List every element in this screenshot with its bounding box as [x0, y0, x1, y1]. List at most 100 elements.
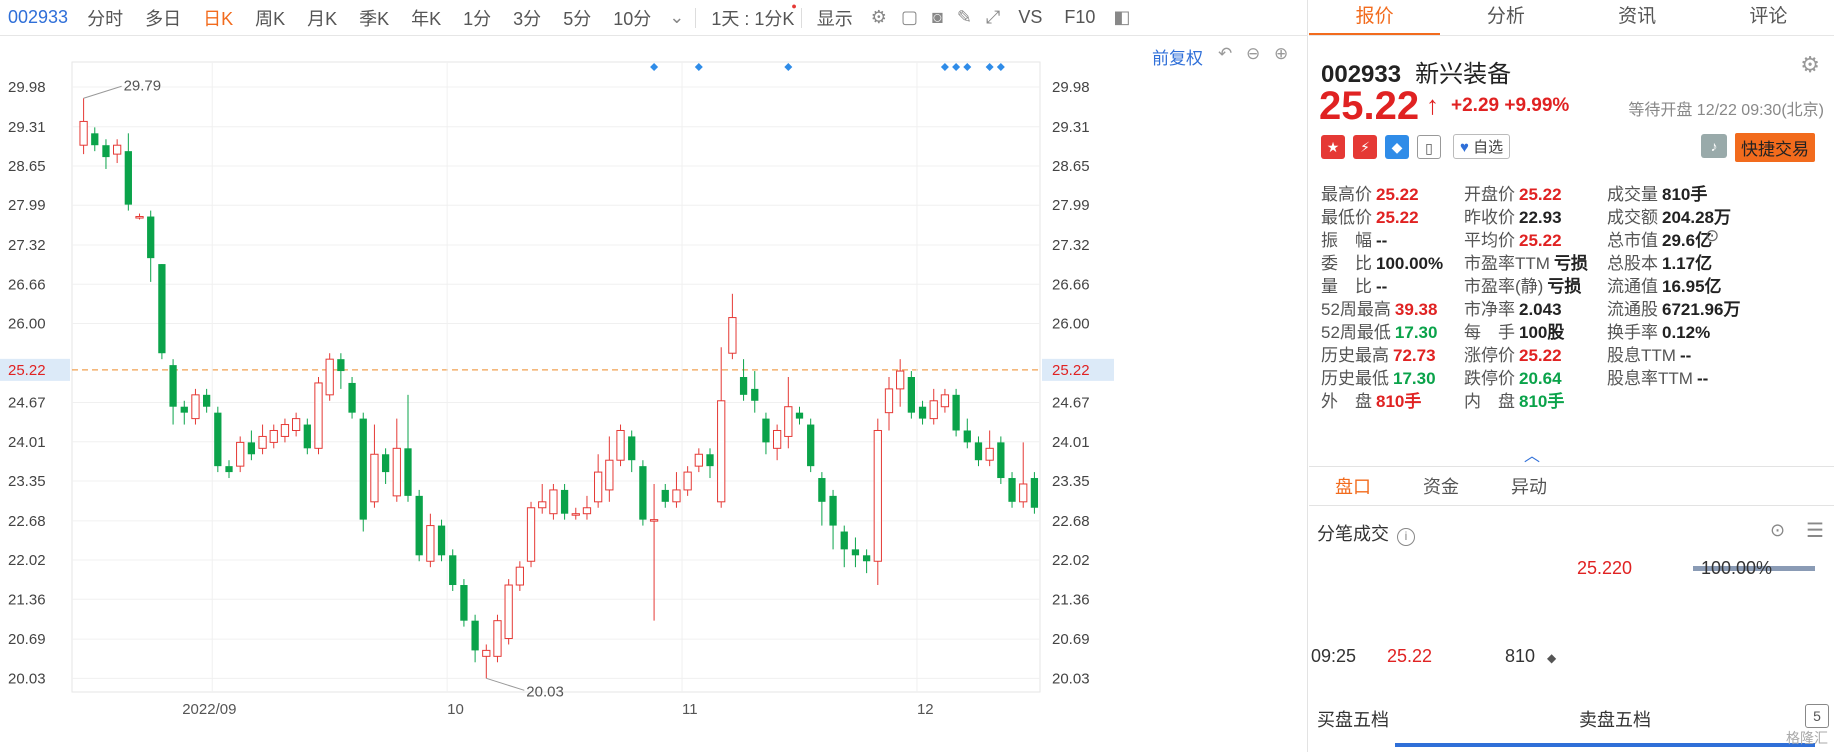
stat-label: 涨停价: [1464, 346, 1515, 365]
china-flag-icon[interactable]: ★: [1321, 134, 1345, 159]
candle-body: [751, 388, 759, 401]
stat-item: 市盈率TTM 亏损: [1464, 249, 1588, 274]
candle-body: [549, 489, 558, 515]
stat-value: --: [1696, 369, 1709, 388]
candle-body: [449, 555, 457, 586]
candle-body: [359, 418, 367, 520]
stat-value: --: [1679, 346, 1692, 365]
candle-body: [404, 448, 412, 496]
info-icon[interactable]: i: [1397, 528, 1415, 546]
candle-body: [180, 406, 188, 413]
stat-value: 72.73: [1393, 346, 1436, 365]
stock-name: 新兴装备: [1415, 61, 1512, 88]
stat-item: 股息率TTM --: [1607, 364, 1708, 389]
subtab-2[interactable]: 异动: [1511, 477, 1547, 497]
tab-2[interactable]: 资讯: [1618, 6, 1657, 27]
period-tab-2[interactable]: 日K: [203, 8, 234, 29]
stat-item: 每 手 100股: [1464, 318, 1564, 343]
period-tab-5[interactable]: 季K: [359, 8, 390, 29]
period-tab-8[interactable]: 3分: [513, 8, 542, 29]
pencil-icon[interactable]: ✎: [956, 7, 972, 27]
zoom-out-icon[interactable]: ⊖: [1246, 44, 1261, 63]
candle-body: [102, 145, 110, 158]
period-tab-9[interactable]: 5分: [563, 8, 592, 29]
f10-button[interactable]: F10: [1064, 7, 1096, 27]
candle-body: [974, 442, 983, 461]
period-tab-4[interactable]: 月K: [307, 8, 338, 29]
interval-selector[interactable]: 1天 : 1分K: [711, 8, 795, 29]
tag-icon[interactable]: ◆: [1385, 134, 1409, 159]
period-tab-10[interactable]: 10分: [613, 8, 652, 29]
y-tick-label-left: 27.99: [8, 197, 46, 214]
candle-body: [124, 151, 132, 205]
stat-item: 昨收价 22.93: [1464, 203, 1562, 228]
last-price: 25.22: [1319, 84, 1420, 128]
y-tick-label-right: 27.99: [1052, 197, 1090, 214]
candle-body: [840, 531, 848, 550]
camera-icon[interactable]: ◙: [931, 7, 943, 27]
candlestick-chart[interactable]: 29.98 29.98 29.31 29.31 28.65 28.65 27.99 27.99…: [0, 36, 1307, 752]
stock-title: 002933 新兴装备: [1321, 54, 1511, 89]
gear-icon[interactable]: ⚙: [870, 7, 887, 27]
candle-body: [269, 429, 278, 443]
candle-body: [884, 388, 894, 414]
list-icon[interactable]: ☰: [1806, 520, 1824, 542]
add-favorite-button[interactable]: ♥ 自选: [1453, 134, 1511, 159]
tab-1[interactable]: 分析: [1486, 6, 1525, 27]
subtab-0[interactable]: 盘口: [1335, 477, 1371, 497]
display-menu[interactable]: 显示: [816, 8, 853, 29]
stat-label: 开盘价: [1464, 185, 1515, 204]
event-marker-icon: [996, 63, 1005, 71]
more-icon[interactable]: ⊙: [1705, 226, 1720, 245]
square-icon[interactable]: ▢: [900, 7, 918, 27]
quick-trade-button[interactable]: 快捷交易: [1735, 133, 1815, 162]
period-tab-1[interactable]: 多日: [145, 8, 182, 29]
stock-code-label[interactable]: 002933: [8, 7, 69, 27]
y-tick-label-left: 22.68: [8, 513, 46, 530]
stat-item: 成交量 810手: [1607, 180, 1707, 205]
stat-label: 总市值: [1607, 231, 1658, 250]
chevron-down-icon[interactable]: ⌄: [669, 7, 685, 27]
more-icon[interactable]: ⊙: [1770, 520, 1786, 540]
stat-label: 昨收价: [1464, 208, 1515, 227]
zoom-in-icon[interactable]: ⊕: [1274, 44, 1289, 63]
adjust-mode-button[interactable]: 前复权: [1152, 49, 1203, 68]
stat-label: 最低价: [1321, 208, 1372, 227]
tab-0[interactable]: 报价: [1309, 0, 1441, 35]
undo-icon[interactable]: ↶: [1218, 44, 1233, 63]
stat-item: 流通值 16.95亿: [1607, 272, 1722, 297]
period-tab-6[interactable]: 年K: [411, 8, 442, 29]
stat-label: 成交额: [1607, 208, 1658, 227]
candle-body: [493, 620, 502, 657]
candle-body: [728, 317, 737, 354]
y-tick-label-left: 26.00: [8, 316, 46, 333]
period-tab-7[interactable]: 1分: [463, 8, 492, 29]
y-tick-label-left: 23.35: [8, 473, 46, 490]
event-marker-icon: [694, 63, 703, 71]
vs-button[interactable]: VS: [1018, 7, 1043, 27]
sidebar-icon[interactable]: ◧: [1113, 7, 1131, 27]
book-bar: [1395, 743, 1815, 747]
run-icon[interactable]: ⚡: [1353, 134, 1377, 159]
candle-body: [560, 489, 569, 514]
plot-frame: [71, 61, 1041, 693]
candle-body: [348, 382, 356, 413]
candle-body: [1019, 483, 1028, 503]
candle-body: [616, 429, 625, 461]
price-band-right: [1042, 358, 1114, 381]
stat-value: 25.22: [1376, 185, 1419, 204]
subtab-1[interactable]: 资金: [1423, 477, 1459, 497]
bell-icon[interactable]: ♪: [1701, 134, 1727, 158]
y-tick-label-right: 26.00: [1052, 316, 1090, 333]
tab-3[interactable]: 评论: [1749, 6, 1788, 27]
candle-body: [337, 359, 345, 372]
expand-icon[interactable]: ⤢: [985, 7, 1001, 27]
candle-body: [907, 377, 915, 413]
candle-body: [952, 394, 960, 431]
chevron-up-icon[interactable]: ︿: [1524, 448, 1541, 465]
bookmark-icon[interactable]: ▯: [1417, 134, 1441, 159]
gear-icon[interactable]: ⚙: [1800, 52, 1820, 77]
period-tab-0[interactable]: 分时: [87, 8, 124, 29]
book-depth-button[interactable]: 5: [1805, 704, 1829, 728]
period-tab-3[interactable]: 周K: [255, 8, 286, 29]
